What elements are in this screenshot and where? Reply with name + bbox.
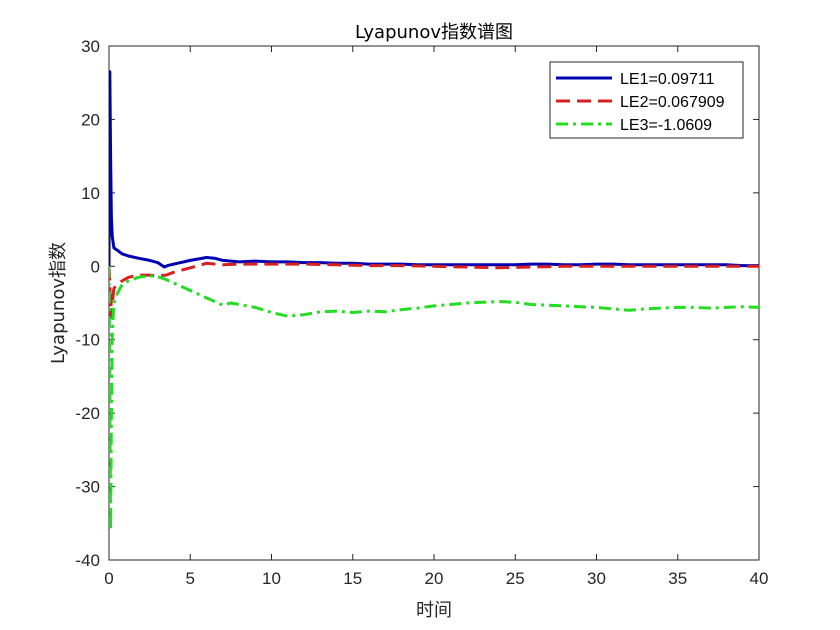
series-line-1: [109, 70, 759, 269]
x-tick-label: 25: [506, 569, 525, 588]
y-tick-label: 30: [81, 37, 100, 56]
x-tick-label: 20: [425, 569, 444, 588]
x-tick-label: 0: [104, 569, 113, 588]
y-tick-label: 20: [81, 110, 100, 129]
x-tick-label: 15: [343, 569, 362, 588]
x-axis-label: 时间: [416, 600, 452, 621]
y-tick-label: -40: [75, 551, 100, 570]
x-tick-label: 30: [587, 569, 606, 588]
x-tick-label: 40: [750, 569, 769, 588]
y-axis-label: Lyapunov指数: [48, 242, 69, 364]
chart-title: Lyapunov指数谱图: [355, 22, 513, 43]
x-tick-label: 10: [262, 569, 281, 588]
legend-label-3: LE3=-1.0609: [620, 117, 712, 134]
y-tick-label: 0: [91, 257, 100, 276]
x-ticks: 0 5 10 15 20 25 30 35 40: [104, 46, 768, 588]
y-tick-label: -20: [75, 404, 100, 423]
series-line-3: [109, 266, 759, 533]
legend: LE1=0.09711 LE2=0.067909 LE3=-1.0609: [549, 61, 744, 139]
legend-label-1: LE1=0.09711: [620, 71, 715, 88]
y-ticks: -40 -30 -20 -10 0 10 20 30: [75, 37, 759, 570]
series-line-2: [109, 261, 759, 320]
y-tick-label: 10: [81, 184, 100, 203]
x-tick-label: 35: [668, 569, 687, 588]
y-tick-label: -10: [75, 331, 100, 350]
y-tick-label: -30: [75, 478, 100, 497]
legend-label-2: LE2=0.067909: [620, 94, 725, 111]
series-lines: [109, 70, 759, 533]
x-tick-label: 5: [186, 569, 195, 588]
